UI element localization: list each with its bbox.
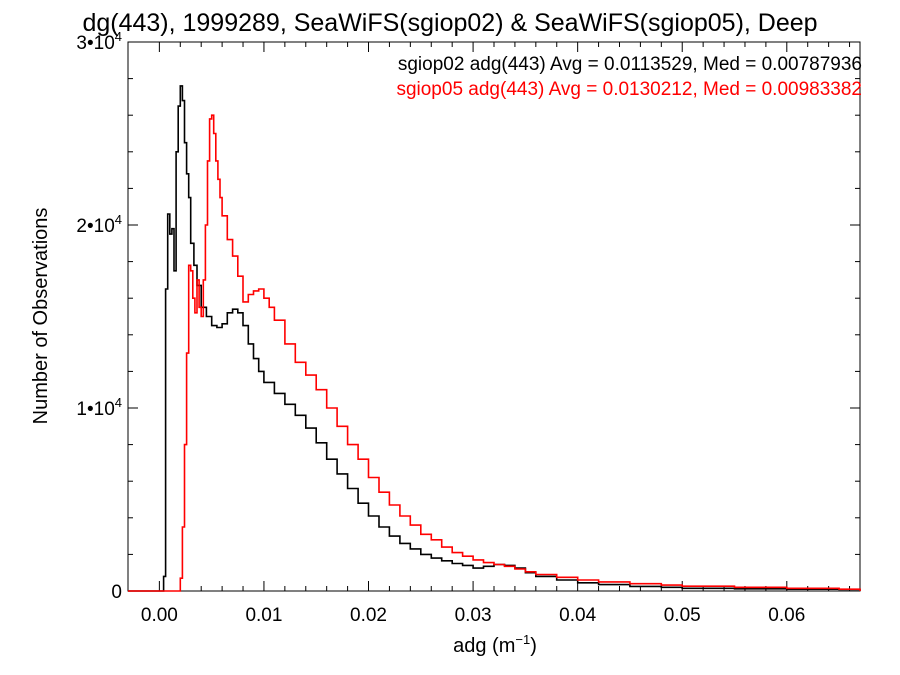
x-axis-label-base: adg (m	[453, 635, 515, 657]
x-tick-label: 0.05	[664, 605, 701, 626]
legend-entry-2: sgiop05 adg(443) Avg = 0.0130212, Med = …	[396, 79, 862, 100]
x-tick-label: 0.06	[768, 605, 805, 626]
y-tick-label: 3•104	[76, 29, 122, 54]
series-2-line	[128, 114, 861, 592]
x-tick-label: 0.04	[559, 605, 596, 626]
x-tick-label: 0.00	[141, 605, 178, 626]
x-tick-label: 0.01	[245, 605, 282, 626]
y-tick-label: 2•104	[76, 212, 122, 237]
legend: sgiop02 adg(443) Avg = 0.0113529, Med = …	[396, 54, 862, 100]
x-tick-label: 0.03	[455, 605, 492, 626]
x-tick-label: 0.02	[350, 605, 387, 626]
legend-entry-1: sgiop02 adg(443) Avg = 0.0113529, Med = …	[398, 54, 862, 75]
series-1-line	[128, 85, 861, 592]
chart-title: dg(443), 1999289, SeaWiFS(sgiop02) & Sea…	[82, 9, 817, 37]
y-axis-label: Number of Observations	[30, 208, 52, 425]
series-layer	[128, 85, 861, 592]
x-axis-label-close: )	[530, 635, 537, 657]
y-tick-label: 1•104	[76, 395, 122, 420]
plot-frame	[127, 41, 861, 592]
x-axis-label: adg (m−1)	[453, 632, 537, 657]
y-axis: 0 1•104 2•104 3•104	[76, 29, 860, 603]
x-axis: 0.00 0.01 0.02 0.03 0.04 0.05 0.06	[141, 42, 851, 626]
y-tick-label: 0	[111, 582, 122, 603]
x-axis-label-superscript: −1	[515, 632, 530, 647]
